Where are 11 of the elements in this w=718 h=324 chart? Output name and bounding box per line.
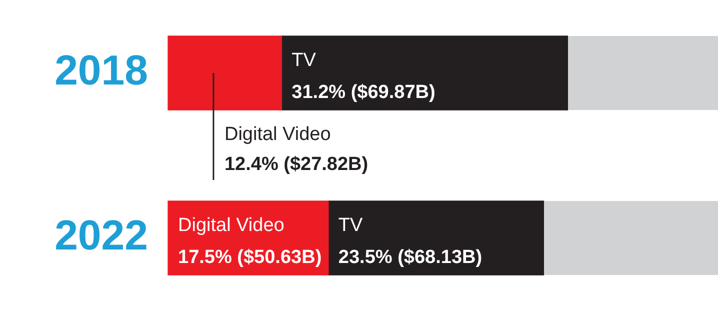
y-tick-label: 2022 (54, 212, 148, 259)
y-tick-label: 2018 (54, 46, 148, 94)
data-label: 23.5% ($68.13B) (338, 247, 482, 268)
text: Digital Video (224, 124, 331, 145)
data-label: 12.4% ($27.82B) (224, 154, 368, 175)
data-label: 31.2% ($69.87B) (292, 82, 436, 103)
data-label: 17.5% ($50.63B) (178, 247, 322, 268)
series-label: TV (292, 50, 316, 71)
bar (168, 36, 282, 110)
series-label: Digital Video (178, 215, 284, 236)
text: TV (338, 215, 363, 236)
